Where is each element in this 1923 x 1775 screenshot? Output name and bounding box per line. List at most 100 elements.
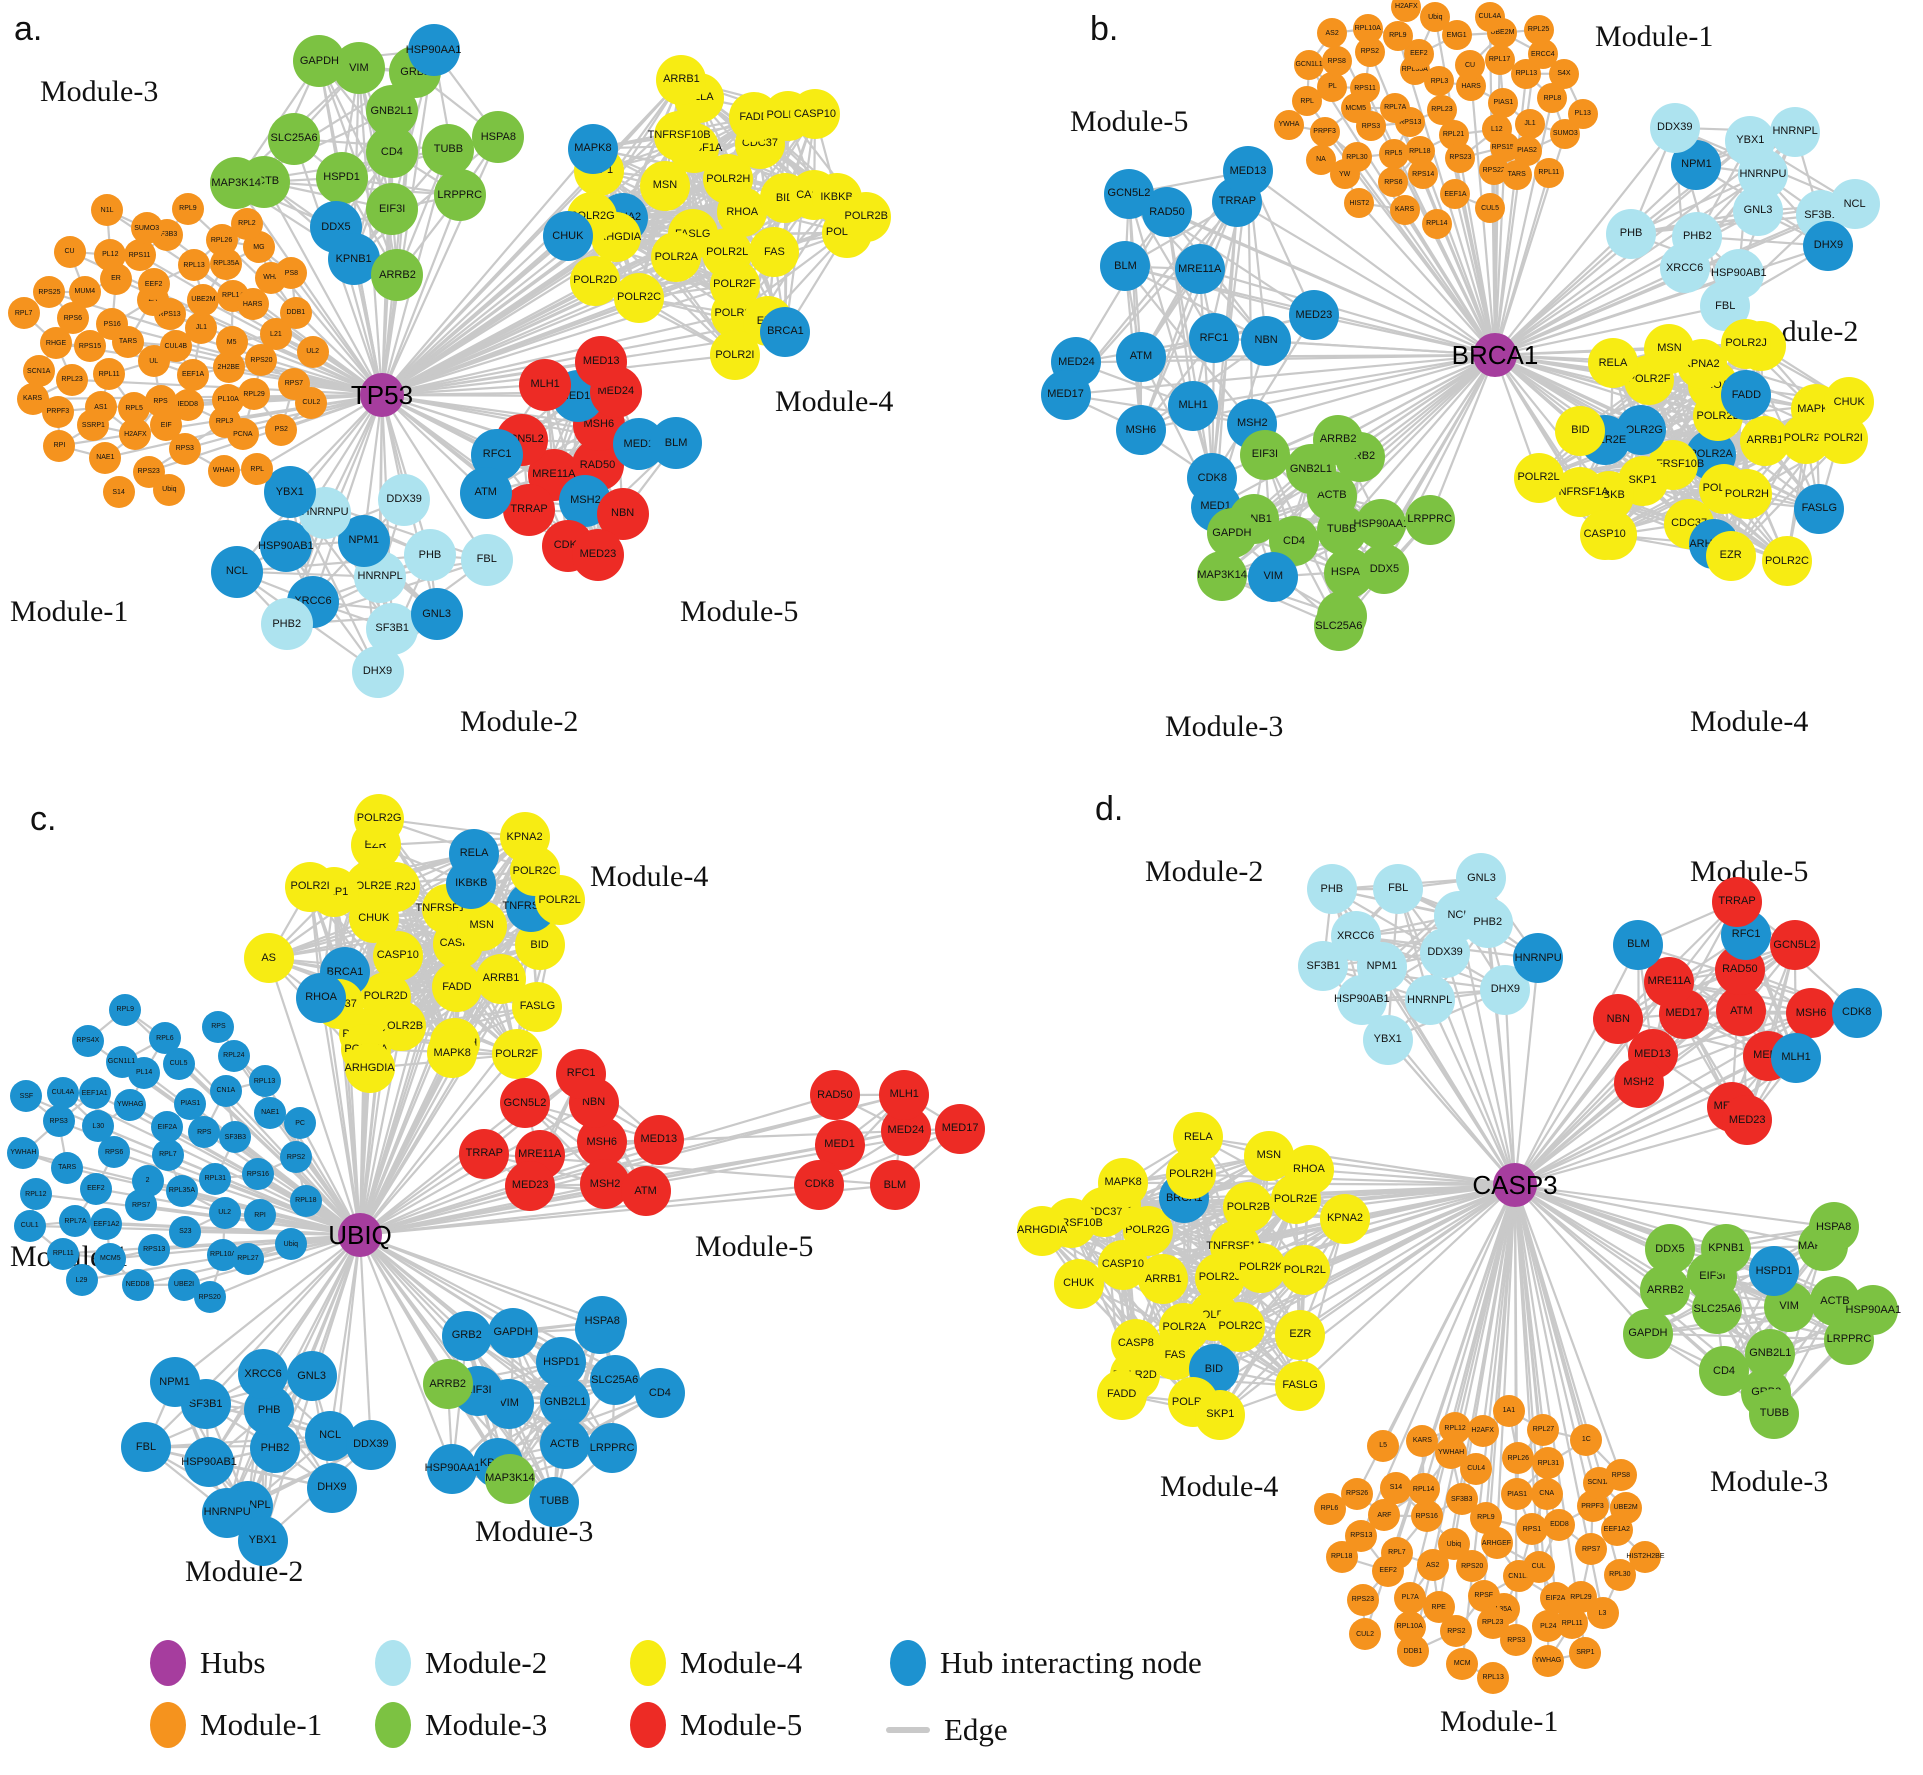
c-m4-node-polr2i[interactable]: POLR2I [285,861,336,912]
b-m1-node-gcn1l1[interactable]: GCN1L1 [1294,49,1325,80]
c-m1-node-eef1a2[interactable]: EEF1A2 [90,1208,123,1241]
a-m1-node-ps8[interactable]: PS8 [275,257,308,290]
d-m5-node-mlh1[interactable]: MLH1 [1771,1032,1822,1083]
c-m2-node-ddx39[interactable]: DDX39 [345,1419,396,1470]
a-m1-node-eef1a[interactable]: EEF1A [177,358,210,391]
b-m3-node-vim[interactable]: VIM [1248,551,1299,602]
a-m1-node-h2afx[interactable]: H2AFX [119,418,152,451]
d-m4-node-ezr[interactable]: EZR [1275,1309,1326,1360]
c-m1-node-tars[interactable]: TARS [51,1151,84,1184]
b-m4-node-ezr[interactable]: EZR [1705,530,1756,581]
c-m2-node-hsp90ab1[interactable]: HSP90AB1 [181,1437,237,1488]
d-m1-node-rps16[interactable]: RPS16 [1410,1500,1443,1533]
d-m1-node-h2afx[interactable]: H2AFX [1466,1414,1499,1447]
c-m3-node-hspd1[interactable]: HSPD1 [536,1337,587,1387]
b-m1-node-tars[interactable]: TARS [1501,159,1532,190]
d-m4-node-rela[interactable]: RELA [1173,1112,1224,1163]
c-m1-node-rpl27[interactable]: RPL27 [231,1242,264,1275]
c-m4-node-polr2l[interactable]: POLR2L [534,875,585,926]
d-m4-node-skp1[interactable]: SKP1 [1195,1389,1246,1440]
a-m1-node-nae1[interactable]: NAE1 [89,441,122,474]
a-m1-node-mum4[interactable]: MUM4 [68,275,101,308]
a-m4-node-brca1[interactable]: BRCA1 [760,306,811,357]
c-m2-node-gnl3[interactable]: GNL3 [286,1351,337,1402]
c-m1-node-ul2[interactable]: UL2 [208,1196,241,1229]
d-m1-node-cna[interactable]: CNA [1530,1477,1563,1510]
a-m4-node-polr2i[interactable]: POLR2I [709,330,760,380]
a-m1-node-sumo3[interactable]: SUMO3 [130,212,163,245]
d-m2-node-gnl3[interactable]: GNL3 [1456,853,1507,904]
b-m5-node-med13[interactable]: MED13 [1222,146,1273,197]
d-m4-node-mapk8[interactable]: MAPK8 [1098,1157,1149,1208]
d-m1-node-rps3[interactable]: RPS3 [1500,1624,1533,1657]
c-m3-node-tubb[interactable]: TUBB [529,1476,580,1527]
a-m1-node-s14[interactable]: S14 [102,476,135,509]
d-m1-node-rpl11[interactable]: RPL11 [1556,1607,1589,1640]
b-m1-node-rpl10a[interactable]: RPL10A [1352,13,1383,44]
d-m3-node-hsp90aa1[interactable]: HSP90AA1 [1846,1285,1901,1335]
c-m1-node-eef1a1[interactable]: EEF1A1 [78,1077,111,1110]
c-m1-node-s23[interactable]: S23 [169,1215,202,1248]
d-m1-node-l3[interactable]: L3 [1586,1597,1619,1629]
b-m2-node-ddx39[interactable]: DDX39 [1649,102,1700,153]
c-m1-node-rpl13[interactable]: RPL13 [248,1065,281,1098]
d-m1-node-s14[interactable]: S14 [1379,1471,1412,1504]
d-m1-node-l5[interactable]: L5 [1367,1429,1400,1462]
d-m1-node-pl7a[interactable]: PL7A [1394,1581,1427,1614]
a-m3-node-tubb[interactable]: TUBB [422,123,475,176]
c-m1-node-rpl7a[interactable]: RPL7A [59,1205,92,1238]
d-m1-node-hist2h2be[interactable]: HIST2H2BE [1626,1540,1664,1573]
d-m5-node-blm[interactable]: BLM [1613,919,1664,970]
a-m4-node-mapk8[interactable]: MAPK8 [567,123,618,174]
c-m5b-node-blm[interactable]: BLM [869,1160,920,1211]
a-m1-node-scn1a[interactable]: SCN1A [22,355,55,387]
a-m4-node-polr2b[interactable]: POLR2B [841,191,892,242]
d-m2-node-sf3b1[interactable]: SF3B1 [1298,941,1349,992]
d-m1-node-rps23[interactable]: RPS23 [1346,1583,1379,1616]
a-m1-node-ul2[interactable]: UL2 [296,335,329,368]
a-m1-node-rps3[interactable]: RPS3 [168,432,201,465]
a-m4-node-polr2d[interactable]: POLR2D [570,255,621,306]
a-m1-node-whah[interactable]: WHAH [207,454,240,487]
c-m1-node-rpl24[interactable]: RPL24 [217,1039,250,1072]
c-m1-node-cn1a[interactable]: CN1A [209,1074,242,1107]
c-m5a-node-rfc1[interactable]: RFC1 [556,1048,607,1099]
a-m3-node-lrpprc[interactable]: LRPPRC [433,169,486,222]
a-m1-node-rps11[interactable]: RPS11 [123,239,156,272]
a-m5-node-atm[interactable]: ATM [459,466,512,519]
c-m5b-node-rad50[interactable]: RAD50 [809,1070,860,1121]
d-m1-node-srp1[interactable]: SRP1 [1569,1636,1602,1669]
c-m4-node-faslg[interactable]: FASLG [512,981,563,1032]
c-m1-node-cul1[interactable]: CUL1 [13,1209,46,1242]
c-m1-node-rpl18[interactable]: RPL18 [289,1184,322,1217]
c-m4-node-mapk8[interactable]: MAPK8 [427,1028,478,1079]
c-m1-node-ywhag[interactable]: YWHAG [114,1088,147,1121]
b-m1-node-kars[interactable]: KARS [1389,194,1420,225]
b-m1-node-pias1[interactable]: PIAS1 [1488,87,1519,118]
c-m5a-node-med13[interactable]: MED13 [633,1114,684,1165]
d-m1-node-kars[interactable]: KARS [1406,1424,1439,1457]
b-m2-node-dhx9[interactable]: DHX9 [1803,220,1854,271]
a-m5-node-mlh1[interactable]: MLH1 [519,358,572,411]
b-m3-node-arrb2[interactable]: ARRB2 [1313,414,1364,465]
a-m3-node-arrb2[interactable]: ARRB2 [371,249,424,302]
c-m5a-node-atm[interactable]: ATM [620,1166,671,1217]
b-m1-node-rpl7a[interactable]: RPL7A [1380,92,1411,123]
c-m1-node-rps[interactable]: RPS [202,1010,235,1043]
b-m5-node-mre11a[interactable]: MRE11A [1174,244,1225,295]
b-m4-node-msn[interactable]: MSN [1644,323,1695,374]
b-m1-node-rps6[interactable]: RPS6 [1378,167,1409,198]
d-m3-node-hspd1[interactable]: HSPD1 [1748,1246,1799,1297]
b-m1-node-rpl11[interactable]: RPL11 [1533,157,1564,188]
d-m3-node-hspa8[interactable]: HSPA8 [1808,1202,1859,1253]
c-m1-node-rpl9[interactable]: RPL9 [109,993,142,1026]
c-m4-node-kpna2[interactable]: KPNA2 [499,812,550,863]
b-m5-node-rfc1[interactable]: RFC1 [1188,313,1239,363]
a-m1-node-kars[interactable]: KARS [16,382,49,415]
b-m1-node-rpl17[interactable]: RPL17 [1484,44,1515,75]
d-m1-node-rpl12[interactable]: RPL12 [1439,1412,1472,1445]
d-m2-node-hnrnpl[interactable]: HNRNPL [1404,975,1455,1026]
b-m3-node-hsp90aa1[interactable]: HSP90AA1 [1353,499,1409,550]
b-m1-node-rpl9[interactable]: RPL9 [1382,20,1413,51]
d-m1-node-edd8[interactable]: EDD8 [1543,1508,1576,1541]
